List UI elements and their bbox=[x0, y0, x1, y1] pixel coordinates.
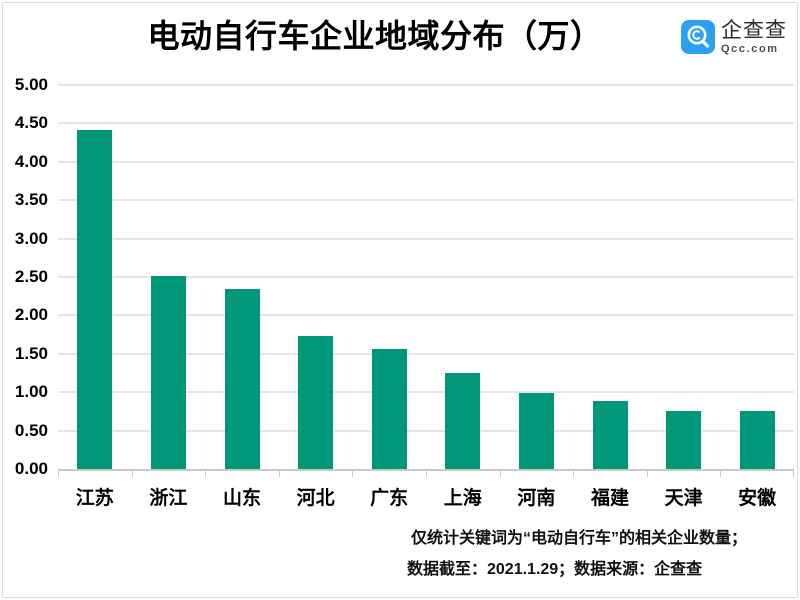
y-axis-label: 1.00 bbox=[14, 382, 48, 402]
footnote-line1: 仅统计关键词为“电动自行车”的相关企业数量； bbox=[411, 530, 748, 547]
gridline bbox=[58, 199, 794, 202]
bar-安徽 bbox=[739, 411, 775, 469]
footnote-line2: 数据截至：2021.1.29；数据来源：企查查 bbox=[407, 561, 703, 578]
x-axis-label: 江苏 bbox=[75, 488, 114, 509]
y-axis-label: 3.50 bbox=[14, 190, 48, 210]
x-axis-label: 天津 bbox=[664, 488, 703, 509]
x-axis-tick bbox=[793, 469, 794, 477]
plot-area: 江苏 浙江 山东 河北 广东 上海 河南 福建 天津 安徽 bbox=[58, 84, 794, 509]
qcc-logo[interactable]: 企查查 Qcc.com bbox=[681, 20, 787, 55]
bar-河北 bbox=[298, 336, 334, 469]
chart-title: 电动自行车企业地域分布（万） bbox=[147, 18, 603, 54]
gridline bbox=[58, 160, 794, 163]
x-axis-tick bbox=[720, 469, 722, 477]
gridline bbox=[58, 276, 794, 278]
x-axis-label: 广东 bbox=[370, 488, 409, 509]
y-axis-label: 5.00 bbox=[14, 75, 48, 94]
bar-福建 bbox=[592, 401, 628, 469]
x-axis-tick bbox=[499, 469, 501, 477]
gridline bbox=[58, 391, 794, 394]
x-axis-tick bbox=[573, 469, 575, 477]
bar-浙江 bbox=[150, 276, 186, 469]
gridline bbox=[58, 84, 794, 86]
qcc-logo-text: 企查查 Qcc.com bbox=[721, 20, 787, 55]
logo-domain: Qcc.com bbox=[721, 43, 779, 55]
x-axis-tick bbox=[131, 469, 133, 477]
bar-江苏 bbox=[77, 130, 113, 469]
gridline bbox=[58, 122, 794, 125]
logo-name: 企查查 bbox=[721, 19, 787, 42]
x-axis-label: 河北 bbox=[296, 488, 335, 509]
y-axis-label: 0.50 bbox=[14, 420, 48, 440]
y-axis: 0.00 0.50 1.00 1.50 2.00 2.50 3.00 3.50 4.00 4.50… bbox=[0, 0, 50, 600]
y-axis-label: 0.00 bbox=[14, 459, 48, 478]
bar-山东 bbox=[224, 288, 260, 469]
y-axis-label: 3.00 bbox=[14, 228, 48, 248]
x-axis-label: 河南 bbox=[517, 488, 556, 509]
x-axis-label: 安徽 bbox=[738, 488, 777, 509]
x-axis-tick bbox=[352, 469, 354, 477]
y-axis-label: 1.50 bbox=[14, 343, 48, 363]
gridline bbox=[58, 314, 794, 317]
bar-河南 bbox=[518, 392, 554, 469]
bar-上海 bbox=[445, 373, 481, 469]
bar-天津 bbox=[666, 410, 702, 469]
gridline bbox=[58, 429, 794, 432]
y-axis-label: 2.00 bbox=[14, 305, 48, 325]
y-axis-label: 4.00 bbox=[14, 151, 48, 171]
y-axis-label: 4.50 bbox=[14, 113, 48, 133]
x-axis-label: 山东 bbox=[222, 488, 261, 509]
x-axis-label: 浙江 bbox=[149, 488, 188, 509]
qcc-logo-icon bbox=[681, 20, 715, 54]
x-axis-tick bbox=[58, 469, 59, 477]
gridline bbox=[58, 352, 794, 355]
x-axis-label: 福建 bbox=[590, 488, 629, 509]
x-axis-tick bbox=[205, 469, 207, 477]
gridline bbox=[58, 237, 794, 240]
bar-广东 bbox=[371, 349, 407, 469]
x-axis-tick bbox=[278, 469, 280, 477]
x-axis-label: 上海 bbox=[443, 488, 482, 509]
x-axis-tick bbox=[646, 469, 648, 477]
x-axis-tick bbox=[426, 469, 427, 477]
y-axis-label: 2.50 bbox=[14, 267, 48, 286]
